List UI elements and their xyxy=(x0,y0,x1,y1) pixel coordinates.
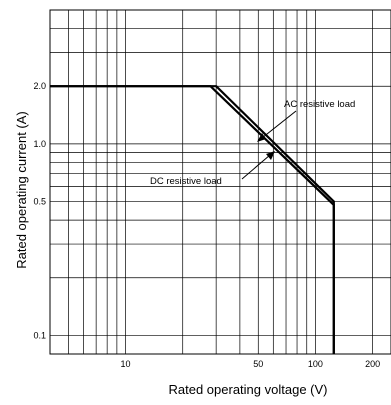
y-tick-label: 0.5 xyxy=(33,197,46,207)
tick-labels: 10 50 100 200 2.0 1.0 0.5 0.1 xyxy=(33,81,380,369)
annotation-arrowhead-dc xyxy=(266,151,275,160)
annotation-leader-dc xyxy=(241,154,271,180)
y-axis-title: Rated operating current (A) xyxy=(14,111,29,269)
x-tick-label: 10 xyxy=(121,359,131,369)
x-tick-label: 200 xyxy=(365,359,380,369)
load-curves xyxy=(50,85,335,354)
annotation-dc-resistive-load: DC resistive load xyxy=(150,176,222,187)
annotation-ac-resistive-load: AC resistive load xyxy=(284,99,355,110)
plot-frame xyxy=(49,9,391,355)
y-tick-label: 1.0 xyxy=(33,139,46,149)
y-tick-label: 2.0 xyxy=(33,81,46,91)
grid-lines xyxy=(50,10,391,354)
x-axis-title: Rated operating voltage (V) xyxy=(169,382,328,397)
annotation-arrowhead-ac xyxy=(257,133,266,142)
x-tick-label: 100 xyxy=(308,359,323,369)
series-line-dc-resistive-load xyxy=(50,85,335,354)
y-tick-label: 0.1 xyxy=(33,330,46,340)
x-tick-label: 50 xyxy=(253,359,263,369)
annotation-leader-ac xyxy=(261,110,297,139)
